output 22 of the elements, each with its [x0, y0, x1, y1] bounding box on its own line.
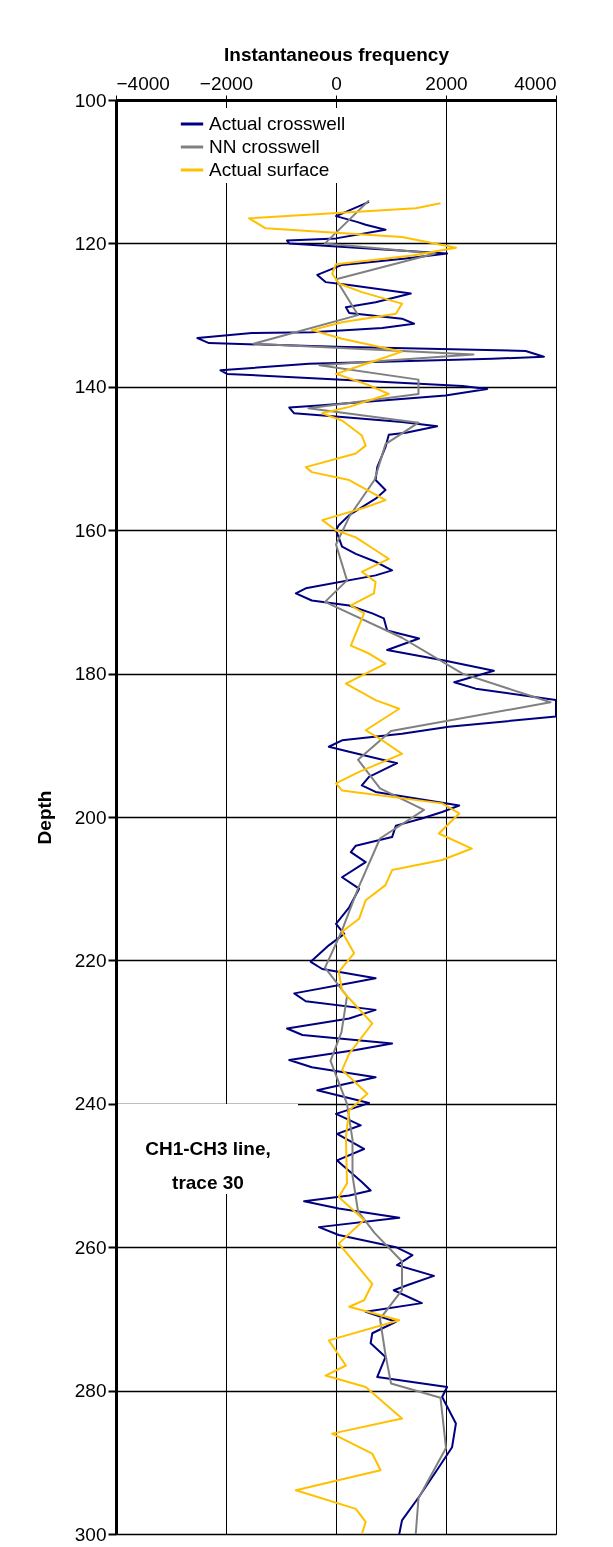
y-axis-title: Depth [33, 790, 55, 845]
y-tick-label: 300 [74, 1523, 107, 1545]
y-tick-label: 160 [74, 519, 107, 541]
annotation: CH1-CH3 line, trace 30 [145, 1138, 271, 1193]
x-axis-title: Instantaneous frequency [224, 43, 450, 65]
x-tick-label: −4000 [116, 72, 170, 94]
x-tick-label: 2000 [425, 72, 468, 94]
y-tick-label: 140 [74, 376, 107, 398]
x-tick-label: 0 [331, 72, 342, 94]
legend-label: NN crosswell [209, 136, 320, 157]
y-tick-label: 220 [74, 949, 107, 971]
legend-label: Actual crosswell [209, 113, 346, 134]
y-tick-label: 240 [74, 1093, 107, 1115]
y-tick-label: 100 [74, 89, 107, 111]
x-tick-label: −2000 [199, 72, 254, 94]
y-tick-label: 260 [74, 1236, 107, 1258]
y-tick-label: 120 [74, 232, 107, 254]
legend-label: Actual surface [209, 159, 330, 180]
y-tick-label: 200 [74, 806, 107, 828]
x-tick-label: 4000 [514, 72, 557, 94]
y-tick-label: 280 [74, 1380, 107, 1402]
y-tick-label: 180 [74, 663, 107, 685]
